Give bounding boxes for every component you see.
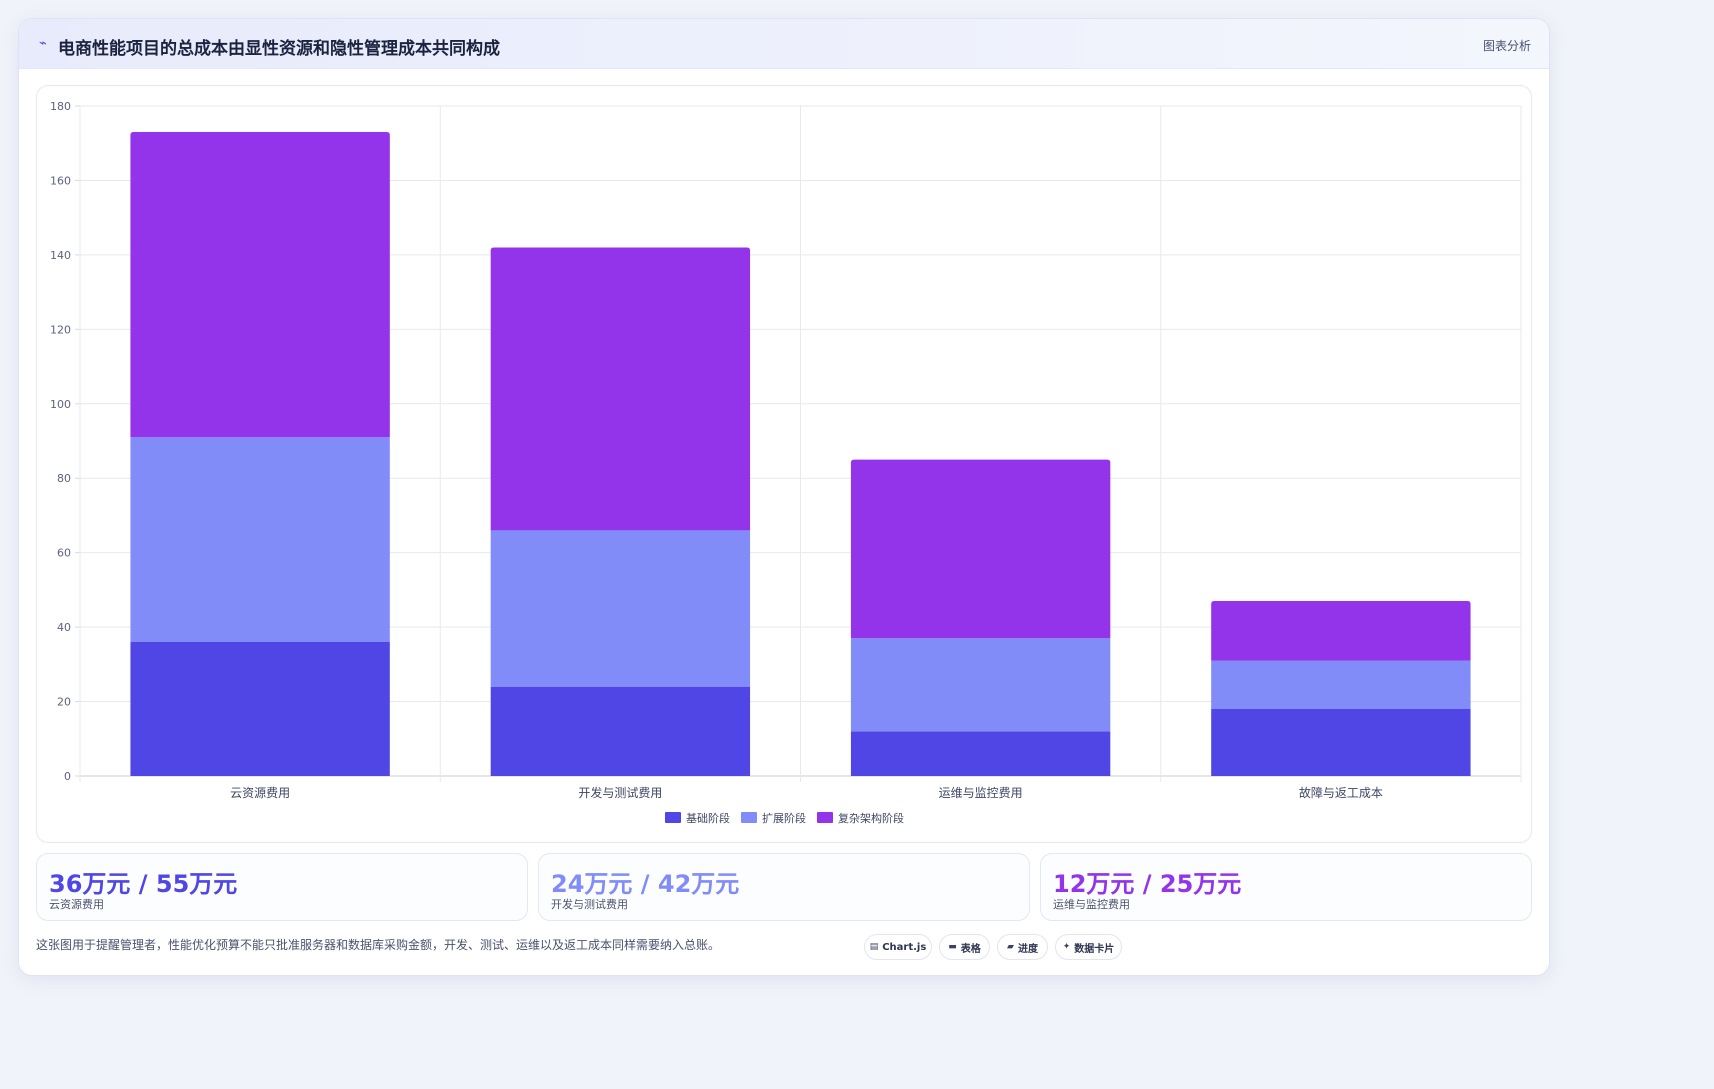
- legend-label: 复杂架构阶段: [838, 811, 904, 825]
- y-tick-label: 40: [57, 621, 71, 634]
- x-tick-label: 故障与返工成本: [1299, 785, 1383, 800]
- chip-chartjs[interactable]: ▤ Chart.js: [864, 934, 932, 960]
- legend-label: 扩展阶段: [762, 811, 806, 825]
- y-tick-label: 180: [50, 100, 71, 113]
- legend-swatch: [741, 812, 757, 823]
- bar-segment: [490, 247, 751, 531]
- sparkle-icon: ✦: [1062, 942, 1071, 952]
- bar-segment: [130, 132, 390, 438]
- card-header: ⌁ 电商性能项目的总成本由显性资源和隐性管理成本共同构成 图表分析: [19, 19, 1549, 69]
- bar-segment: [1211, 709, 1471, 776]
- chip-label: 数据卡片: [1074, 943, 1115, 955]
- bar-segment: [1211, 660, 1471, 709]
- chart-icon: ▤: [869, 942, 879, 952]
- y-tick-label: 80: [57, 472, 71, 485]
- stat-card-devtest: 24万元 / 42万元 开发与测试费用: [538, 853, 1030, 921]
- bar-segment: [130, 642, 390, 776]
- stat-label: 开发与测试费用: [551, 898, 628, 911]
- chip-label: Chart.js: [882, 941, 927, 953]
- y-tick-label: 160: [50, 174, 71, 187]
- y-tick-label: 20: [57, 696, 71, 709]
- bar-segment: [850, 459, 1111, 639]
- chip-data-card[interactable]: ✦ 数据卡片: [1055, 934, 1122, 960]
- bar-segment: [490, 530, 751, 687]
- legend-swatch: [817, 812, 833, 823]
- chart-card: 0 20 40 60 80 100 120 140 160 180 云资源费用 开发与测试费用 运维与监…: [36, 85, 1532, 843]
- stacked-bar-chart: 0 20 40 60 80 100 120 140 160 180 云资源费用 开发与测试费用 运维与监…: [50, 100, 1522, 825]
- chip-label: 进度: [1017, 943, 1038, 955]
- stat-card-ops: 12万元 / 25万元 运维与监控费用: [1040, 853, 1532, 921]
- y-tick-label: 100: [50, 398, 71, 411]
- stat-label: 云资源费用: [49, 898, 104, 911]
- chip-label: 表格: [960, 943, 981, 955]
- bar-segment: [1211, 601, 1471, 661]
- y-tick-label: 140: [50, 249, 71, 262]
- x-tick-label: 开发与测试费用: [578, 785, 662, 800]
- progress-icon: ▰: [1007, 942, 1014, 952]
- stat-value: 36万元 / 55万元: [49, 870, 238, 898]
- report-window: ⌁ 电商性能项目的总成本由显性资源和隐性管理成本共同构成 图表分析 0 20 40 6…: [18, 18, 1550, 976]
- stat-value: 24万元 / 42万元: [551, 870, 740, 898]
- stat-value: 12万元 / 25万元: [1053, 870, 1242, 898]
- bar-segment: [490, 686, 751, 776]
- bar-segment: [130, 437, 390, 642]
- y-tick-label: 0: [64, 770, 71, 783]
- legend-label: 基础阶段: [686, 811, 730, 825]
- bar-segment: [850, 731, 1111, 776]
- chart-analysis-label: 图表分析: [1482, 39, 1531, 53]
- x-tick-label: 云资源费用: [230, 786, 290, 800]
- x-tick-label: 运维与监控费用: [939, 786, 1023, 800]
- trend-line-icon: ⌁: [39, 36, 47, 51]
- bar-segment: [850, 638, 1111, 732]
- footnote: 这张图用于提醒管理者，性能优化预算不能只批准服务器和数据库采购金额，开发、测试、…: [36, 938, 721, 952]
- y-tick-label: 60: [57, 547, 71, 560]
- legend-swatch: [665, 812, 681, 823]
- chip-progress[interactable]: ▰ 进度: [997, 934, 1048, 960]
- table-icon: ▬: [948, 942, 957, 952]
- chip-table[interactable]: ▬ 表格: [939, 934, 990, 960]
- stat-label: 运维与监控费用: [1053, 898, 1130, 911]
- page-title: 电商性能项目的总成本由显性资源和隐性管理成本共同构成: [58, 39, 500, 59]
- y-tick-label: 120: [50, 323, 71, 336]
- stat-card-cloud: 36万元 / 55万元 云资源费用: [36, 853, 528, 921]
